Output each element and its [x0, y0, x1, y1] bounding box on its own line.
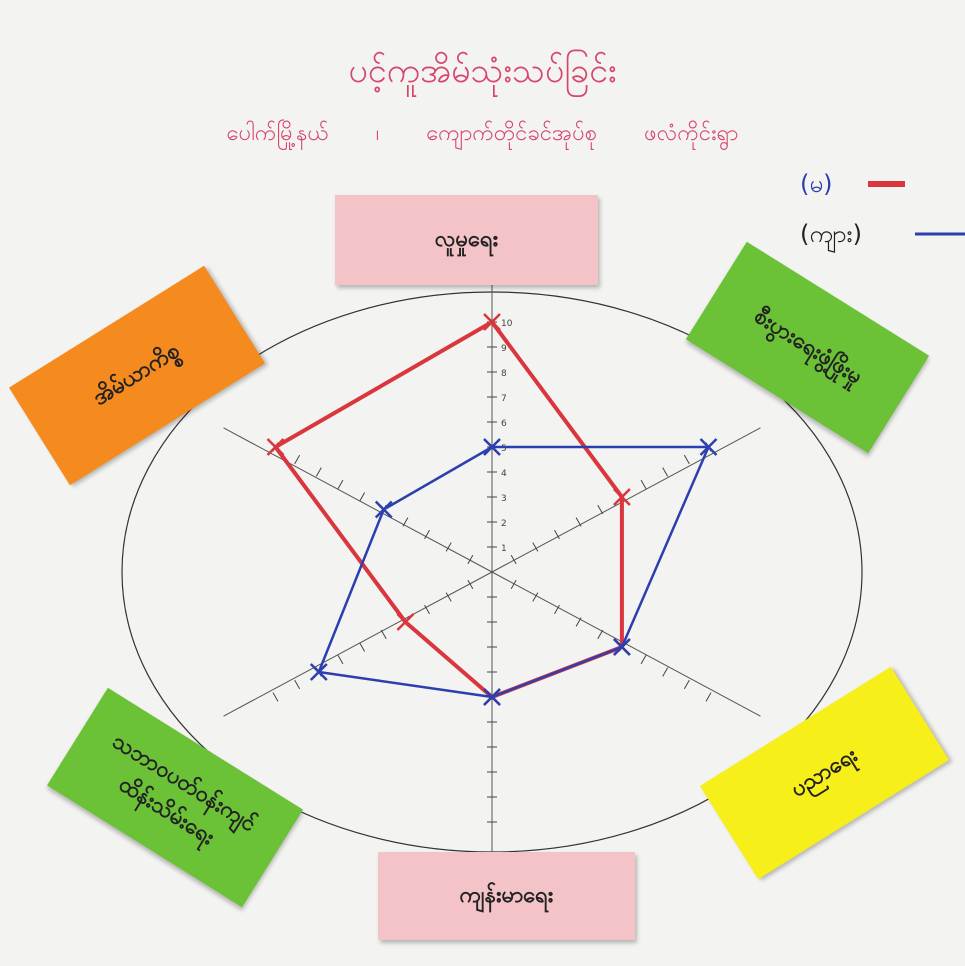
tick-mark [705, 692, 712, 702]
tick-label: 4 [501, 469, 507, 479]
tick-mark [554, 529, 560, 540]
axis-line [223, 571, 493, 717]
tick-mark [640, 654, 647, 665]
tick-label: 5 [501, 444, 507, 454]
tick-mark [532, 592, 539, 602]
tick-mark [359, 492, 366, 502]
tick-mark [337, 479, 344, 490]
tick-mark [467, 579, 474, 590]
tick-mark [683, 454, 690, 465]
vertex-marker [309, 663, 328, 681]
tick-mark [272, 692, 279, 702]
tick-mark [575, 517, 582, 527]
tick-mark [445, 542, 452, 552]
vertex-marker [396, 613, 415, 631]
tick-mark [683, 679, 690, 690]
legend-entry: (မ) [800, 170, 833, 198]
tick-mark [510, 579, 517, 590]
tick-mark [662, 667, 669, 677]
tick-mark [597, 629, 604, 640]
vertex-marker [613, 488, 631, 506]
tick-label: 7 [501, 394, 507, 404]
tick-mark [575, 617, 582, 627]
series-polygon [273, 320, 624, 699]
tick-mark [315, 467, 322, 477]
tick-label: 9 [501, 344, 507, 354]
legend-entry: (ကျား) [800, 220, 862, 248]
tick-label: 3 [501, 494, 507, 504]
tick-mark [554, 604, 560, 615]
vertex-marker [374, 500, 393, 519]
vertex-marker [266, 438, 285, 456]
vertex-marker [483, 688, 501, 706]
vertex-marker [613, 638, 631, 656]
axis-label: ကျန်းမာရေး [378, 852, 635, 940]
tick-mark [380, 629, 387, 640]
axis-label: လူမှုရေး [335, 195, 598, 285]
tick-label: 2 [501, 519, 507, 529]
tick-mark [294, 679, 301, 690]
axis-line [223, 427, 493, 573]
tick-mark [294, 454, 301, 465]
tick-mark [424, 604, 430, 615]
tick-label: 8 [501, 369, 507, 379]
tick-label: 6 [501, 419, 507, 429]
tick-mark [662, 467, 669, 477]
tick-mark [597, 504, 604, 515]
tick-label: 10 [501, 319, 513, 329]
chart-title: ပင့်ကူအိမ်သုံးသပ်ခြင်း [348, 51, 617, 91]
series-polygon [317, 445, 710, 699]
tick-mark [532, 542, 539, 552]
tick-mark [359, 642, 366, 652]
vertex-marker [483, 438, 501, 456]
tick-mark [424, 529, 430, 540]
tick-mark [402, 517, 409, 527]
tick-mark [467, 554, 474, 565]
tick-mark [445, 592, 452, 602]
vertex-marker [699, 438, 718, 456]
tick-mark [337, 654, 344, 665]
vertex-marker [483, 313, 501, 331]
chart-subtitle: ပေါက်မြို့နယ် ၊ ကျောက်တိုင်ခင်အုပ်စု ဖလံ… [226, 121, 739, 146]
tick-label: 1 [501, 544, 507, 554]
tick-mark [510, 554, 517, 565]
tick-mark [640, 479, 647, 490]
